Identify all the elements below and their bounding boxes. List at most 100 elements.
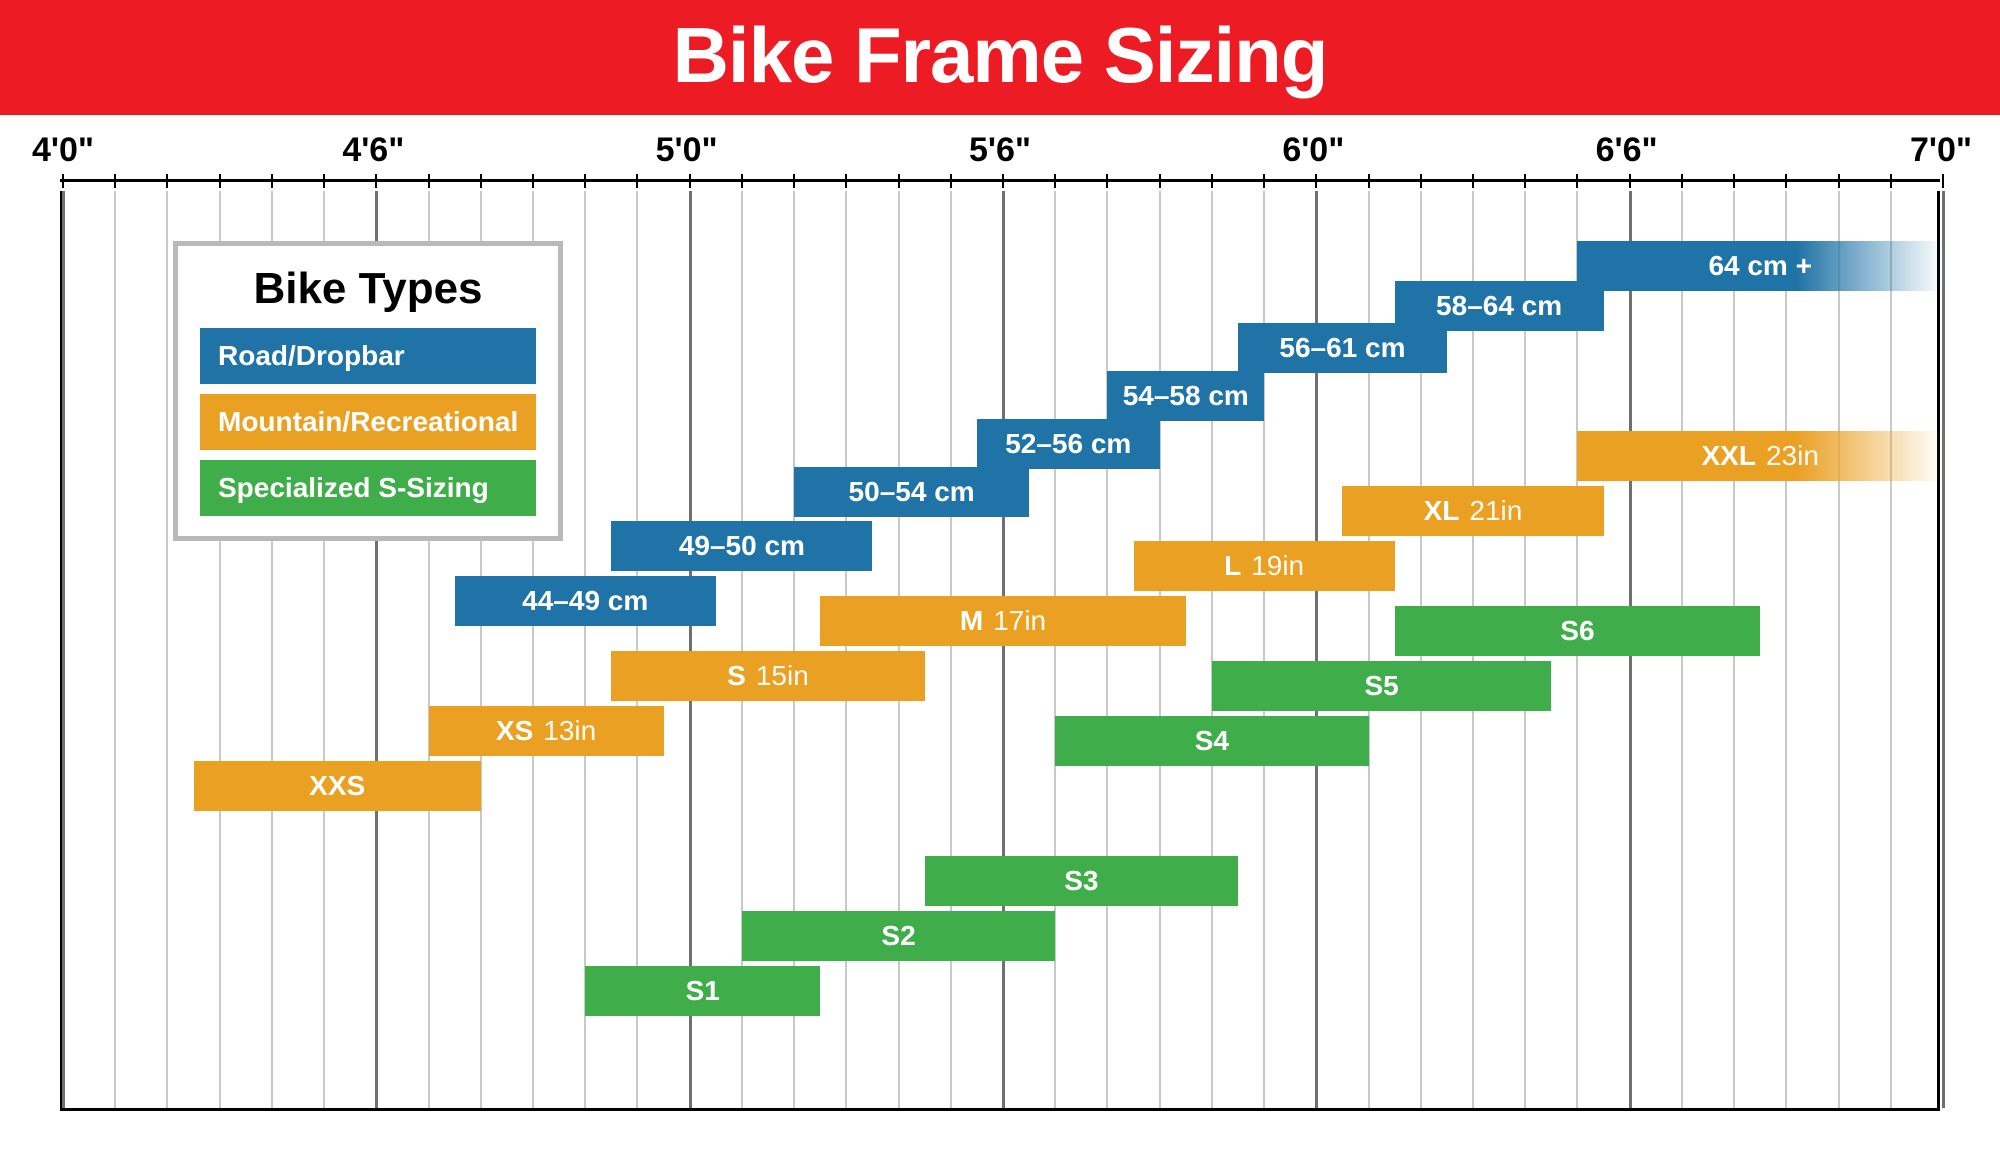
gridline-minor xyxy=(1890,191,1892,1108)
legend-title: Bike Types xyxy=(200,264,536,314)
gridline-minor xyxy=(1785,191,1787,1108)
axis-tick xyxy=(1315,174,1317,188)
axis-tick xyxy=(1106,174,1108,188)
size-bar-mountain: XS 13in xyxy=(429,706,664,756)
axis-tick xyxy=(1368,174,1370,188)
gridline-minor xyxy=(1106,191,1108,1108)
bar-label: L xyxy=(1224,550,1241,582)
axis-tick xyxy=(1263,174,1265,188)
bar-sublabel: 13in xyxy=(543,715,596,747)
bar-label: 64 cm + xyxy=(1708,250,1812,282)
axis-tick xyxy=(1942,174,1944,188)
axis-tick-label: 5'0" xyxy=(656,131,718,170)
gridline-minor xyxy=(950,191,952,1108)
gridline-major xyxy=(1942,191,1945,1108)
gridline-major xyxy=(62,191,65,1108)
axis-tick xyxy=(1681,174,1683,188)
axis-tick-label: 6'0" xyxy=(1282,131,1344,170)
size-bar-mountain: L 19in xyxy=(1134,541,1395,591)
bar-label: 49–50 cm xyxy=(679,530,805,562)
axis-tick xyxy=(166,174,168,188)
bar-label: 44–49 cm xyxy=(522,585,648,617)
axis-tick xyxy=(480,174,482,188)
bar-sublabel: 19in xyxy=(1251,550,1304,582)
axis-tick-label: 6'6" xyxy=(1596,131,1658,170)
bar-sublabel: 17in xyxy=(993,605,1046,637)
axis-tick xyxy=(1420,174,1422,188)
axis-tick xyxy=(271,174,273,188)
size-bar-mountain: M17in xyxy=(820,596,1186,646)
bar-label: S2 xyxy=(881,920,915,952)
gridline-minor xyxy=(114,191,116,1108)
x-axis-labels: 4'0" 4'6" 5'0" 5'6" 6'0" 6'6" 7'0" xyxy=(0,121,2000,191)
gridline-minor xyxy=(1211,191,1213,1108)
bar-sublabel: 23in xyxy=(1766,440,1819,472)
legend-box: Bike Types Road/Dropbar Mountain/Recreati… xyxy=(173,241,563,541)
bar-label: S xyxy=(727,660,746,692)
size-bar-s_sizing: S6 xyxy=(1395,606,1761,656)
axis-tick xyxy=(898,174,900,188)
axis-tick-label: 5'6" xyxy=(969,131,1031,170)
axis-tick xyxy=(689,174,691,188)
bar-label: 52–56 cm xyxy=(1005,428,1131,460)
axis-tick-label: 7'0" xyxy=(1910,131,1972,170)
size-bar-road: 44–49 cm xyxy=(455,576,716,626)
size-bar-s_sizing: S1 xyxy=(585,966,820,1016)
page-title: Bike Frame Sizing xyxy=(0,0,2000,115)
size-bar-s_sizing: S2 xyxy=(742,911,1055,961)
axis-tick xyxy=(584,174,586,188)
bar-label: S5 xyxy=(1364,670,1398,702)
axis-tick xyxy=(1733,174,1735,188)
bar-label: S4 xyxy=(1195,725,1229,757)
size-bar-mountain: XXL23in xyxy=(1577,431,1943,481)
axis-tick xyxy=(845,174,847,188)
size-bar-road: 49–50 cm xyxy=(611,521,872,571)
size-bar-mountain: S15in xyxy=(611,651,924,701)
axis-tick xyxy=(428,174,430,188)
axis-tick xyxy=(1472,174,1474,188)
axis-tick xyxy=(793,174,795,188)
size-bar-road: 52–56 cm xyxy=(977,419,1160,469)
gridline-minor xyxy=(1159,191,1161,1108)
axis-tick xyxy=(1159,174,1161,188)
size-bar-road: 64 cm + xyxy=(1577,241,1943,291)
gridline-minor xyxy=(1838,191,1840,1108)
size-bar-mountain: XL 21in xyxy=(1342,486,1603,536)
axis-tick xyxy=(1211,174,1213,188)
bar-label: XL xyxy=(1424,495,1460,527)
gridline-minor xyxy=(845,191,847,1108)
axis-tick xyxy=(62,174,64,188)
legend-item: Road/Dropbar xyxy=(200,328,536,384)
legend-item: Mountain/Recreational xyxy=(200,394,536,450)
axis-tick xyxy=(1838,174,1840,188)
size-bar-s_sizing: S4 xyxy=(1055,716,1368,766)
size-bar-mountain: XXS xyxy=(194,761,481,811)
bar-label: S3 xyxy=(1064,865,1098,897)
axis-tick xyxy=(741,174,743,188)
axis-tick xyxy=(636,174,638,188)
x-axis-line xyxy=(60,179,1940,182)
axis-tick-label: 4'0" xyxy=(32,131,94,170)
gridline-minor xyxy=(1054,191,1056,1108)
axis-tick xyxy=(1576,174,1578,188)
bar-label: XXS xyxy=(309,770,365,802)
size-bar-road: 58–64 cm xyxy=(1395,281,1604,331)
axis-tick xyxy=(114,174,116,188)
size-bar-road: 54–58 cm xyxy=(1107,371,1264,421)
bar-sublabel: 21in xyxy=(1469,495,1522,527)
axis-tick xyxy=(1524,174,1526,188)
axis-tick xyxy=(950,174,952,188)
bar-label: XS xyxy=(496,715,533,747)
axis-tick xyxy=(219,174,221,188)
axis-tick-label: 4'6" xyxy=(342,131,404,170)
bar-label: S6 xyxy=(1560,615,1594,647)
sizing-chart: Bike Types Road/Dropbar Mountain/Recreati… xyxy=(60,191,1940,1111)
size-bar-road: 50–54 cm xyxy=(794,467,1029,517)
bar-label: 50–54 cm xyxy=(849,476,975,508)
bar-label: 54–58 cm xyxy=(1123,380,1249,412)
gridline-minor xyxy=(898,191,900,1108)
axis-tick xyxy=(1629,174,1631,188)
axis-tick xyxy=(532,174,534,188)
gridline-major xyxy=(1002,191,1005,1108)
axis-tick xyxy=(1890,174,1892,188)
